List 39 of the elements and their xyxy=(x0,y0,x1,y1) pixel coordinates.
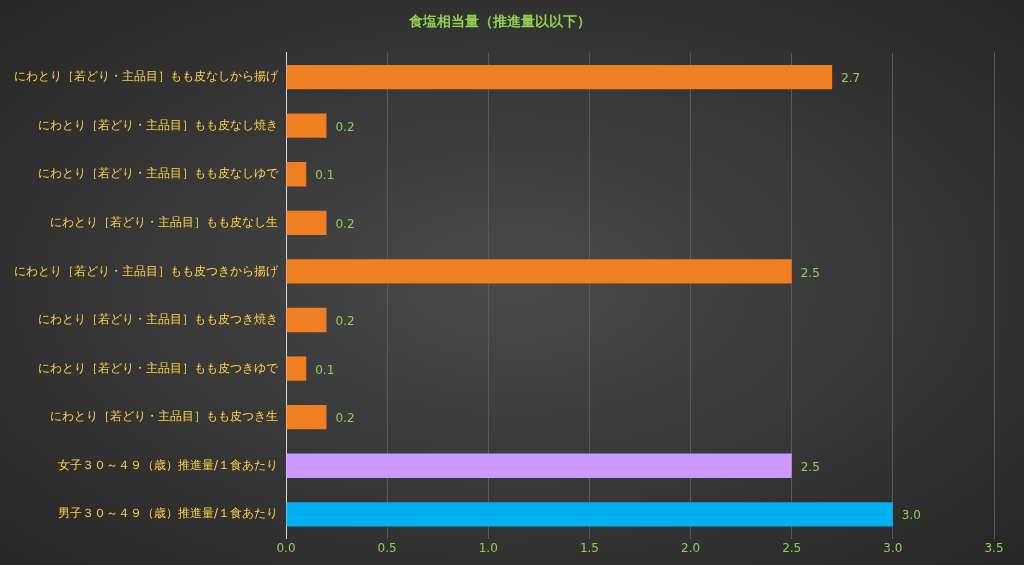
x-tick-label: 2.5 xyxy=(782,540,802,555)
bar xyxy=(286,259,792,284)
bar xyxy=(286,453,792,478)
y-tick-label: にわとり［若どり・主品目］もも皮なしから揚げ xyxy=(14,69,279,84)
bar xyxy=(286,502,893,527)
data-label: 2.5 xyxy=(800,265,820,280)
y-tick-label: 男子３０～４９（歳）推進量/１食あたり xyxy=(57,506,278,521)
x-tick-label: 1.0 xyxy=(478,540,498,555)
bar xyxy=(286,162,307,187)
x-tick-label: 3.5 xyxy=(984,540,1004,555)
bar xyxy=(286,210,327,235)
y-tick-label: にわとり［若どり・主品目］もも皮つき焼き xyxy=(38,312,278,327)
x-tick-label: 2.0 xyxy=(681,540,701,555)
y-tick-label: にわとり［若どり・主品目］もも皮つきから揚げ xyxy=(14,263,279,278)
y-tick-label: にわとり［若どり・主品目］もも皮つき生 xyxy=(50,409,278,424)
y-tick-label: にわとり［若どり・主品目］もも皮つきゆで xyxy=(38,360,279,375)
data-label: 2.5 xyxy=(800,459,820,474)
x-tick-label: 1.5 xyxy=(579,540,599,555)
data-label: 0.1 xyxy=(315,362,335,377)
bar xyxy=(286,405,327,430)
y-tick-label: 女子３０～４９（歳）推進量/１食あたり xyxy=(57,457,278,472)
data-label: 0.1 xyxy=(315,168,335,183)
bar xyxy=(286,64,833,90)
x-tick-label: 3.0 xyxy=(883,540,903,555)
y-tick-label: にわとり［若どり・主品目］もも皮なし生 xyxy=(50,214,278,229)
y-tick-label: にわとり［若どり・主品目］もも皮なしゆで xyxy=(38,166,279,181)
bar xyxy=(286,356,307,381)
data-label: 0.2 xyxy=(335,216,355,231)
chart-title: 食塩相当量（推進量以以下） xyxy=(408,13,591,30)
x-tick-label: 0.0 xyxy=(276,540,296,555)
y-tick-label: にわとり［若どり・主品目］もも皮なし焼き xyxy=(38,117,278,132)
data-label: 2.7 xyxy=(841,71,861,86)
data-label: 0.2 xyxy=(335,119,355,134)
data-label: 3.0 xyxy=(901,508,921,523)
bar xyxy=(286,113,327,138)
data-label: 0.2 xyxy=(335,411,355,426)
x-tick-label: 0.5 xyxy=(377,540,397,555)
bar xyxy=(286,307,327,333)
data-label: 0.2 xyxy=(335,314,355,329)
